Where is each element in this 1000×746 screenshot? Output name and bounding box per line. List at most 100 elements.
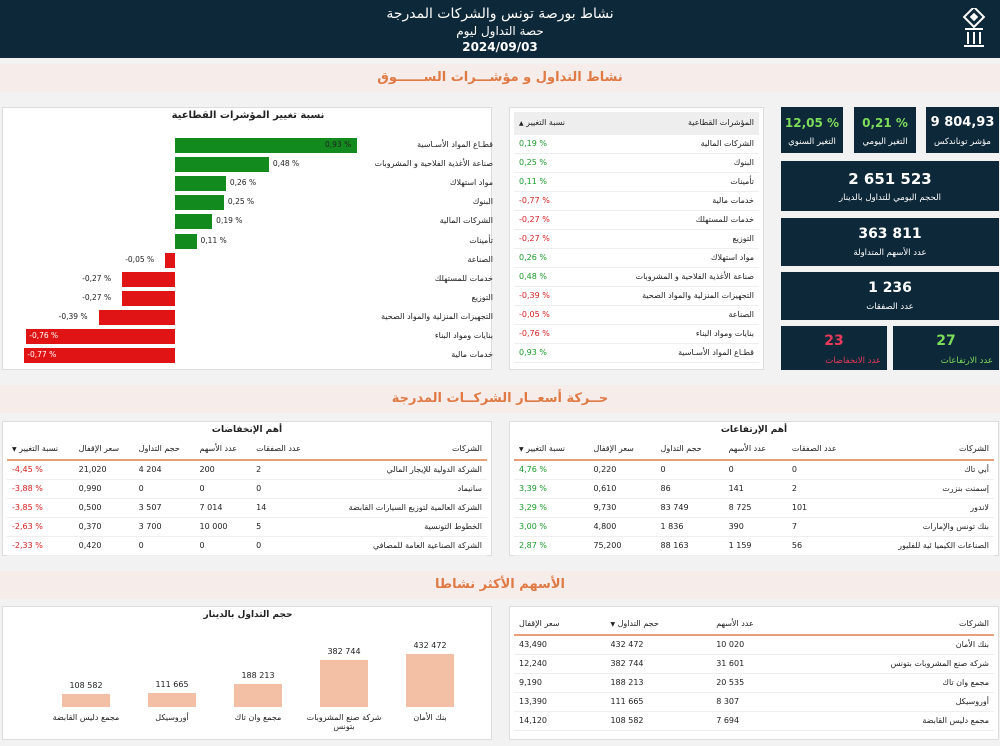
kpi-annual-change-value: 12,05 % — [784, 116, 840, 130]
losers-cell: -2,63 % — [7, 517, 74, 537]
gainers-col-header[interactable]: عدد الأسهم — [723, 438, 787, 461]
losers-row[interactable]: -3,88 % 0,990 0 0 0 سانيماد — [7, 479, 487, 499]
sector-bar[interactable] — [175, 214, 213, 230]
gainers-col-header[interactable]: الشركات — [859, 438, 994, 461]
sector-name-cell: التوزيع — [588, 229, 759, 249]
sector-table-row[interactable]: -0,05 % الصناعة — [514, 305, 759, 325]
losers-col-header[interactable]: حجم التداول — [133, 438, 195, 461]
active-col-header[interactable]: سعر الإقفال — [514, 613, 606, 636]
active-row[interactable]: 43,490 432 472 10 020 بنك الأمان — [514, 635, 994, 655]
sector-change-cell: -0,27 % — [514, 229, 589, 249]
gainers-cell: 2 — [786, 479, 860, 499]
sector-table-row[interactable]: -0,27 % التوزيع — [514, 229, 759, 249]
active-row[interactable]: 9,190 188 213 20 535 مجمع وان تاك — [514, 673, 994, 693]
sector-table-row[interactable]: -0,27 % خدمات للمستهلك — [514, 210, 759, 230]
losers-row[interactable]: -4,45 % 21,020 4 204 200 2 الشركة الدولية للإ… — [7, 460, 487, 480]
sector-table-row[interactable]: 0,11 % تأمينات — [514, 172, 759, 192]
sector-change-cell: -0,39 % — [514, 286, 589, 306]
sector-change-cell: 0,19 % — [514, 134, 589, 154]
sector-change-cell: 0,48 % — [514, 267, 589, 287]
col-header-change[interactable]: ▲ نسبة التغيير — [514, 112, 589, 135]
sector-bar-label: مواد استهلاك — [449, 178, 493, 188]
losers-cell: 2 — [251, 460, 317, 480]
gainers-col-header[interactable]: عدد الصفقات — [786, 438, 860, 461]
col-header-sector[interactable]: المؤشرات القطاعية — [588, 112, 759, 135]
volume-bar-category: مجمع دليس القابضة — [52, 713, 120, 722]
sector-name-cell: تأمينات — [588, 172, 759, 192]
sector-table-panel: ▲ نسبة التغيير المؤشرات القطاعية 0,19 % … — [509, 107, 764, 370]
sector-name-cell: صناعة الأغذية الفلاحية و المشروبات — [588, 267, 759, 287]
volume-bar[interactable] — [406, 654, 454, 707]
gainers-cell: 88 163 — [655, 536, 724, 556]
gainers-row[interactable]: 3,39 % 0,610 86 141 2 إسمنت بنزرت — [514, 479, 994, 499]
sector-bar[interactable] — [122, 271, 175, 287]
active-cell: 188 213 — [605, 673, 712, 693]
gainers-row[interactable]: 4,76 % 0,220 0 0 0 أبي تاك — [514, 460, 994, 480]
volume-bar[interactable] — [62, 693, 110, 707]
losers-col-header[interactable]: عدد الأسهم — [194, 438, 252, 461]
active-col-header[interactable]: ▼ حجم التداول — [605, 613, 712, 636]
losers-col-header[interactable]: عدد الصفقات — [251, 438, 317, 461]
sector-bar[interactable] — [175, 138, 357, 153]
sector-bar-label: تأمينات — [469, 235, 493, 245]
volume-bar-category: مجمع وان تاك — [234, 713, 282, 722]
gainers-row[interactable]: 3,00 % 4,800 1 836 390 7 بنك تونس والإمارات — [514, 517, 994, 537]
sector-bar[interactable] — [98, 309, 175, 325]
sector-bar-label: التجهيزات المنزلية والمواد الصحية — [381, 311, 493, 321]
volume-bar[interactable] — [320, 660, 368, 707]
volume-bar[interactable] — [234, 683, 282, 707]
volume-bar-value: 108 582 — [69, 680, 103, 690]
active-col-header[interactable]: عدد الأسهم — [711, 613, 798, 636]
sector-bar[interactable] — [26, 329, 175, 344]
sector-bar[interactable] — [175, 176, 226, 192]
losers-row[interactable]: -2,63 % 0,370 3 700 10 000 5 الخطوط التونسية — [7, 517, 487, 537]
active-row[interactable]: 12,240 382 744 31 601 شركة صنع المشروبات بت… — [514, 654, 994, 674]
losers-cell: 0 — [194, 536, 252, 556]
sector-bar-label: الشركات المالية — [439, 216, 493, 226]
losers-panel: أهم الإنخفاضات ▼ نسبة التغيير سعر الإقفال… — [2, 421, 492, 556]
gainers-col-header[interactable]: حجم التداول — [655, 438, 724, 461]
page-subtitle: حصة التداول ليوم — [456, 24, 544, 38]
sector-bar[interactable] — [175, 233, 197, 249]
sector-table-row[interactable]: 0,25 % البنوك — [514, 153, 759, 173]
sector-bar-label: قطـاع المواد الأسـاسية — [417, 140, 493, 149]
losers-cell: -2,33 % — [7, 536, 74, 556]
section-bar-market — [0, 64, 1000, 92]
sector-table-row[interactable]: 0,48 % صناعة الأغذية الفلاحية و المشروبا… — [514, 267, 759, 287]
losers-row[interactable]: -3,85 % 0,500 3 507 7 014 14 الشركة العالمية … — [7, 498, 487, 518]
active-row[interactable]: 14,120 108 582 7 694 مجمع دليس القابضة — [514, 711, 994, 731]
sector-table-row[interactable]: -0,77 % خدمات مالية — [514, 191, 759, 211]
kpi-trades-label: عدد الصفقات — [866, 302, 914, 312]
sector-table-row[interactable]: 0,19 % الشركات المالية — [514, 134, 759, 154]
sector-table-row[interactable]: 0,93 % قطـاع المواد الأسـاسية — [514, 343, 759, 363]
gainers-row[interactable]: 2,87 % 75,200 88 163 1 159 56 الصناعات الكيمي… — [514, 536, 994, 556]
gainers-col-header[interactable]: سعر الإقفال — [588, 438, 656, 461]
sector-bar[interactable] — [24, 348, 175, 364]
active-row[interactable]: 13,390 111 665 8 307 أوروسيكل — [514, 692, 994, 712]
gainers-cell: 0,220 — [588, 460, 656, 480]
losers-col-header[interactable]: الشركات — [316, 438, 487, 461]
gainers-row[interactable]: 3,29 % 9,730 83 749 8 725 101 لاندور — [514, 498, 994, 518]
sort-desc-icon: ▼ — [610, 621, 616, 628]
sector-bar[interactable] — [175, 195, 224, 211]
volume-bar[interactable] — [148, 693, 196, 707]
gainers-col-header[interactable]: ▼ نسبة التغيير — [514, 438, 589, 461]
sector-table-row[interactable]: -0,39 % التجهيزات المنزلية والمواد الصحي… — [514, 286, 759, 306]
sector-bar[interactable] — [122, 290, 175, 306]
gainers-cell: 0 — [723, 460, 787, 480]
active-col-header[interactable]: الشركات — [797, 613, 994, 636]
sector-bar[interactable] — [175, 157, 269, 173]
losers-col-header[interactable]: ▼ نسبة التغيير — [7, 438, 74, 461]
losers-cell: 0 — [251, 536, 317, 556]
losers-row[interactable]: -2,33 % 0,420 0 0 0 الشركة الصناعية العامة لل… — [7, 536, 487, 556]
losers-cell: 0 — [133, 536, 195, 556]
sector-table-row[interactable]: 0,26 % مواد استهلاك — [514, 248, 759, 268]
gainers-cell: 3,00 % — [514, 517, 589, 537]
sector-table-row[interactable]: -0,76 % بنايات ومواد البناء — [514, 324, 759, 344]
active-cell: 14,120 — [514, 711, 606, 731]
losers-col-header[interactable]: سعر الإقفال — [73, 438, 134, 461]
sector-bar[interactable] — [165, 252, 175, 268]
sector-bar-label: بنايات ومواد البناء — [434, 331, 493, 340]
active-cell: أوروسيكل — [797, 692, 994, 712]
sector-name-cell: الشركات المالية — [588, 134, 759, 154]
